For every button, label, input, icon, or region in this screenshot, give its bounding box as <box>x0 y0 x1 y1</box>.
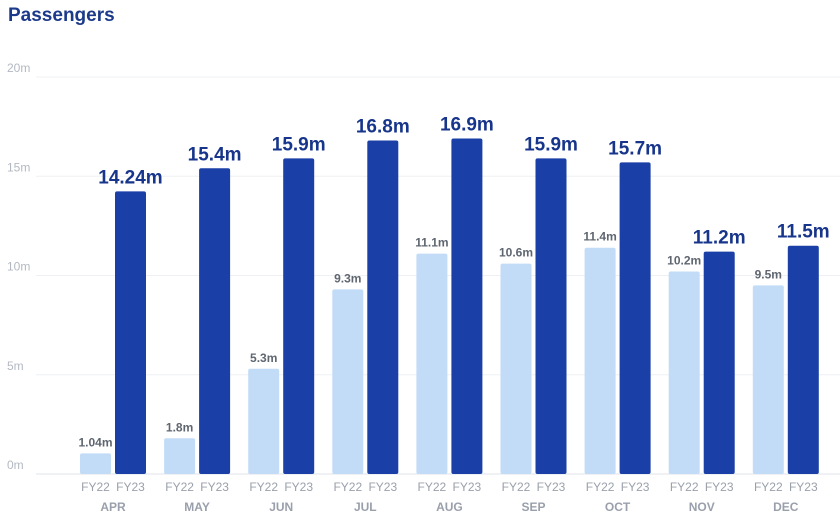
data-label-fy23: 16.8m <box>356 117 410 138</box>
bar-fy22 <box>584 247 616 474</box>
x-series-label-fy23: FY23 <box>705 480 734 494</box>
x-category-label: APR <box>100 500 126 514</box>
x-series-label-fy23: FY23 <box>284 480 313 494</box>
x-category-label: AUG <box>436 500 463 514</box>
data-label-fy22: 10.6m <box>499 246 533 260</box>
bar-fy22 <box>248 368 280 474</box>
data-label-fy23: 14.24m <box>98 167 162 188</box>
bar-fy23 <box>787 245 819 474</box>
data-label-fy23: 11.5m <box>777 222 830 243</box>
bar-fy22 <box>80 453 111 474</box>
bar-fy23 <box>199 168 231 474</box>
data-label-fy23: 16.9m <box>440 115 494 136</box>
x-category-label: JUN <box>269 500 293 514</box>
data-label-fy22: 5.3m <box>250 351 277 365</box>
data-label-fy22: 9.3m <box>334 271 361 285</box>
y-tick-label: 20m <box>7 61 30 75</box>
bar-fy23 <box>367 140 399 474</box>
bar-fy23 <box>451 138 483 474</box>
bar-fy22 <box>332 289 364 474</box>
x-series-label-fy22: FY22 <box>418 480 447 494</box>
bar-fy23 <box>115 191 146 474</box>
x-category-label: NOV <box>689 500 715 514</box>
y-tick-label: 10m <box>7 260 30 274</box>
data-label-fy22: 1.04m <box>78 435 112 449</box>
bar-fy23 <box>535 158 567 474</box>
bar-fy23 <box>283 158 315 474</box>
y-tick-label: 5m <box>7 359 24 373</box>
data-label-fy22: 10.2m <box>667 254 701 268</box>
x-series-label-fy22: FY22 <box>754 480 783 494</box>
data-label-fy22: 1.8m <box>166 420 193 434</box>
x-series-label-fy22: FY22 <box>249 480 278 494</box>
bar-fy22 <box>416 253 448 474</box>
x-category-label: SEP <box>521 500 545 514</box>
x-category-label: MAY <box>184 500 210 514</box>
x-series-label-fy22: FY22 <box>586 480 615 494</box>
x-series-label-fy22: FY22 <box>165 480 194 494</box>
x-series-label-fy22: FY22 <box>81 480 110 494</box>
x-category-label: OCT <box>605 500 631 514</box>
x-series-label-fy22: FY22 <box>502 480 531 494</box>
y-tick-label: 0m <box>7 458 24 472</box>
data-label-fy22: 11.1m <box>415 236 448 250</box>
bar-fy23 <box>619 162 651 475</box>
x-series-label-fy23: FY23 <box>116 480 145 494</box>
data-label-fy22: 11.4m <box>583 230 616 244</box>
data-label-fy23: 15.9m <box>524 134 578 155</box>
x-series-label-fy23: FY23 <box>200 480 229 494</box>
x-series-label-fy22: FY22 <box>670 480 699 494</box>
x-series-label-fy23: FY23 <box>368 480 397 494</box>
data-label-fy23: 11.2m <box>693 228 746 249</box>
x-series-label-fy22: FY22 <box>333 480 362 494</box>
bar-fy22 <box>668 271 700 474</box>
bar-fy23 <box>703 251 735 474</box>
data-label-fy23: 15.9m <box>272 134 326 155</box>
data-label-fy23: 15.4m <box>188 144 242 165</box>
x-series-label-fy23: FY23 <box>537 480 566 494</box>
x-series-label-fy23: FY23 <box>453 480 482 494</box>
x-category-label: JUL <box>354 500 377 514</box>
x-series-label-fy23: FY23 <box>789 480 818 494</box>
y-tick-label: 15m <box>7 160 30 174</box>
chart-title: Passengers <box>8 5 115 26</box>
x-category-label: DEC <box>773 500 799 514</box>
bar-fy22 <box>752 285 784 474</box>
x-series-label-fy23: FY23 <box>621 480 650 494</box>
data-label-fy22: 9.5m <box>755 267 782 281</box>
bar-fy22 <box>164 438 196 474</box>
data-label-fy23: 15.7m <box>608 138 662 159</box>
bar-fy22 <box>500 263 532 474</box>
